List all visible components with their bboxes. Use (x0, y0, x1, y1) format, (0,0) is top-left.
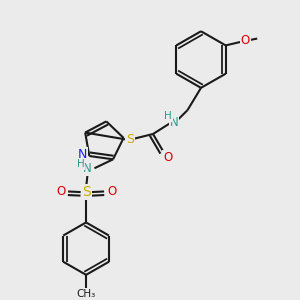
Text: H: H (164, 111, 172, 121)
Text: O: O (56, 185, 65, 198)
Text: S: S (82, 185, 91, 199)
Text: O: O (164, 151, 172, 164)
Text: O: O (241, 34, 250, 46)
Text: N: N (78, 148, 87, 161)
Text: N: N (169, 116, 178, 129)
Text: S: S (126, 133, 134, 146)
Text: H: H (77, 159, 85, 169)
Text: CH₃: CH₃ (76, 289, 96, 299)
Text: O: O (107, 185, 116, 198)
Text: N: N (83, 162, 92, 175)
